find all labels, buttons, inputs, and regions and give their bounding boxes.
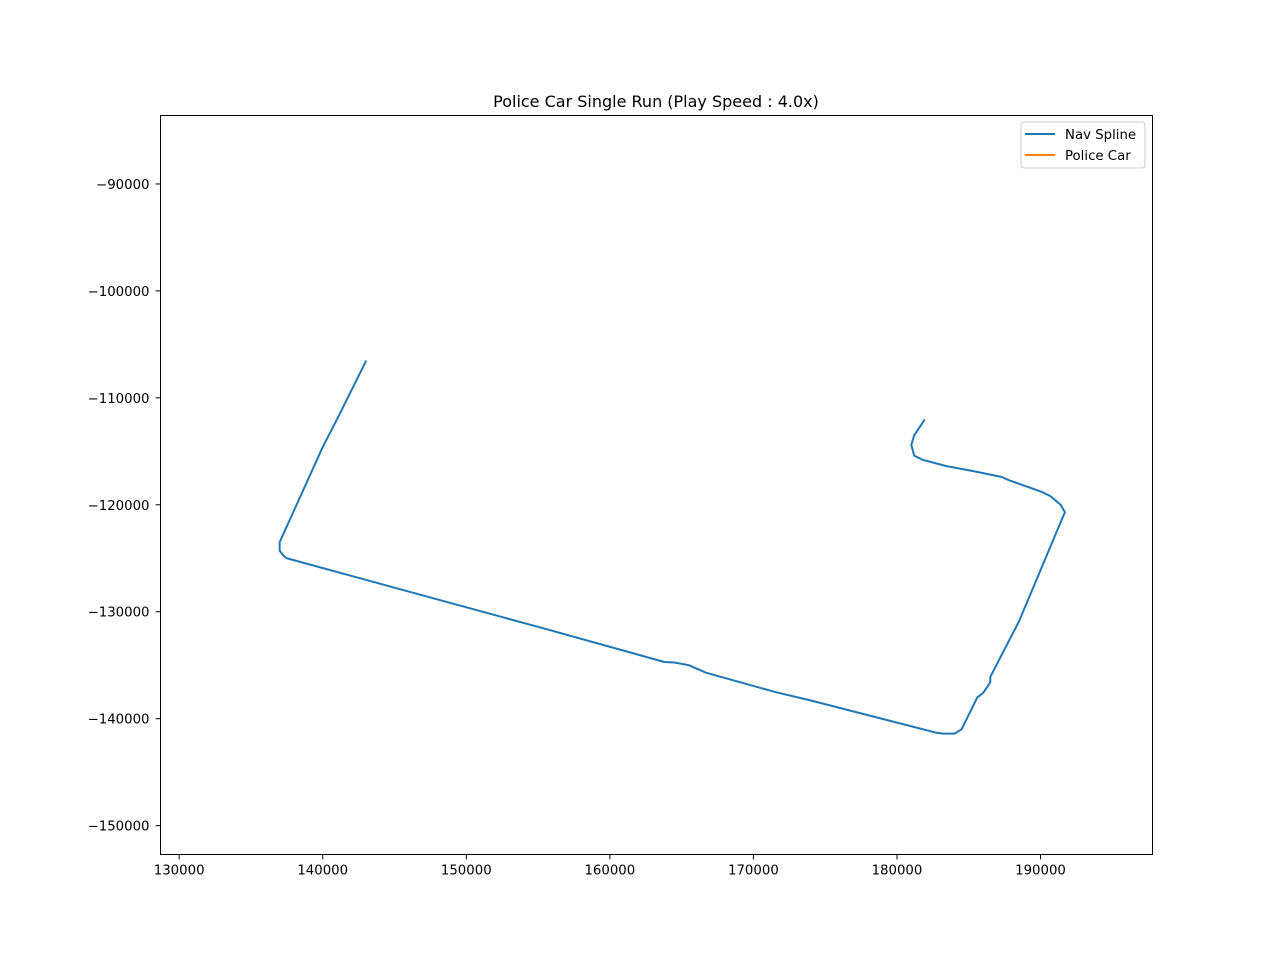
y-axis: −90000 −100000 −110000 −120000 −130000 −14000… xyxy=(88,178,161,835)
x-tick-label: 160000 xyxy=(584,864,635,879)
series-line-nav-spline xyxy=(278,360,1066,735)
y-tick-label: −120000 xyxy=(88,499,150,514)
x-tick-label: 140000 xyxy=(297,864,348,879)
y-tick-label: −100000 xyxy=(88,285,150,300)
legend: Nav Spline Police Car xyxy=(1020,121,1146,169)
chart-title: Police Car Single Run (Play Speed : 4.0x… xyxy=(493,92,819,111)
x-axis: 130000 140000 150000 160000 170000 180000 1900… xyxy=(154,854,1066,879)
plot-frame xyxy=(160,115,1153,855)
x-tick-label: 150000 xyxy=(441,864,492,879)
y-tick-label: −140000 xyxy=(88,713,150,728)
x-tick-label: 130000 xyxy=(154,864,205,879)
legend-label-police-car: Police Car xyxy=(1065,149,1131,164)
x-tick-label: 170000 xyxy=(728,864,779,879)
x-tick-label: 190000 xyxy=(1015,864,1066,879)
legend-label-nav-spline: Nav Spline xyxy=(1065,128,1136,143)
x-tick-label: 180000 xyxy=(872,864,923,879)
y-tick-label: −150000 xyxy=(88,820,150,835)
y-tick-label: −90000 xyxy=(96,178,149,193)
y-tick-label: −110000 xyxy=(88,392,150,407)
y-tick-label: −130000 xyxy=(88,606,150,621)
series-layer xyxy=(278,360,1066,735)
